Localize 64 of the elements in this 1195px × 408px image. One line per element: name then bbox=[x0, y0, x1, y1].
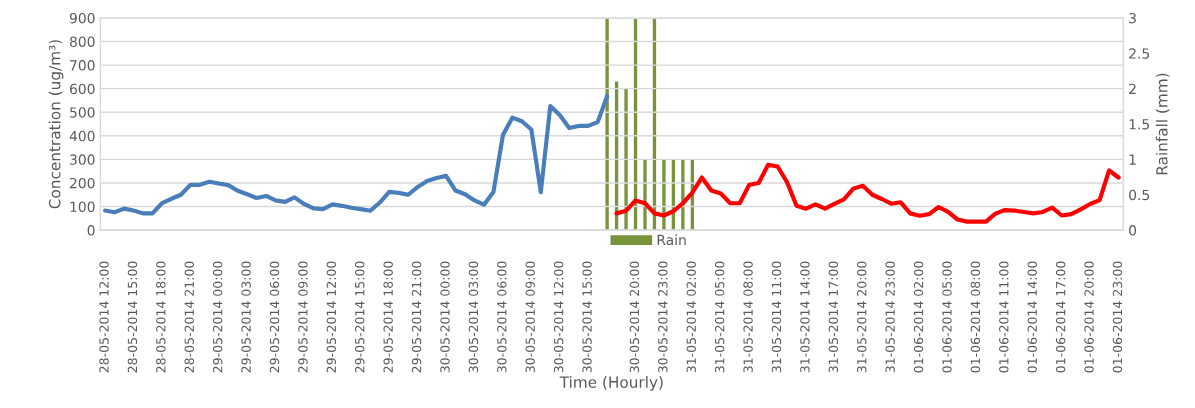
x-tick-label: 01-06-2014 02:00 bbox=[913, 261, 924, 373]
x-tick-label: 28-05-2014 18:00 bbox=[156, 261, 166, 373]
y2-tick-label: 1 bbox=[1129, 154, 1136, 165]
x-tick-label: 29-05-2014 15:00 bbox=[355, 261, 365, 373]
line-series bbox=[614, 162, 1121, 224]
y-tick-label: 900 bbox=[69, 12, 95, 24]
y-tick-label: 200 bbox=[70, 177, 95, 189]
y-tick-label: 700 bbox=[70, 60, 95, 71]
bar bbox=[605, 17, 609, 231]
y2-tick-label: 0.5 bbox=[1129, 189, 1150, 201]
x-tick-label: 31-05-2014 17:00 bbox=[828, 261, 839, 373]
x-tick-label: 01-06-2014 08:00 bbox=[970, 261, 981, 373]
bar bbox=[662, 159, 666, 231]
x-tick-label: 30-05-2014 15:00 bbox=[582, 261, 592, 373]
x-tick-label: 01-06-2014 20:00 bbox=[1084, 261, 1094, 373]
x-tick-label: 28-05-2014 12:00 bbox=[99, 261, 109, 373]
y2-tick-label: 2.5 bbox=[1129, 48, 1150, 59]
x-axis-title: Time (Hourly) bbox=[559, 376, 663, 391]
x-tick-label: 01-06-2014 05:00 bbox=[942, 261, 952, 373]
x-tick-label: 29-05-2014 00:00 bbox=[212, 261, 223, 373]
y2-tick-label: 2 bbox=[1129, 83, 1136, 94]
x-tick-label: 29-05-2014 06:00 bbox=[269, 261, 280, 373]
x-tick-label: 30-05-2014 20:00 bbox=[629, 261, 640, 373]
y2-tick-label: 3 bbox=[1129, 12, 1136, 24]
y-tick-label: 300 bbox=[70, 154, 95, 165]
x-tick-label: 28-05-2014 15:00 bbox=[127, 261, 138, 373]
x-tick-label: 29-05-2014 21:00 bbox=[411, 261, 422, 373]
x-tick-label: 29-05-2014 18:00 bbox=[383, 261, 393, 373]
y-tick-label: 800 bbox=[69, 36, 95, 47]
x-tick-label: 29-05-2014 09:00 bbox=[298, 261, 308, 373]
bar bbox=[681, 159, 685, 231]
x-tick-label: 31-05-2014 14:00 bbox=[800, 261, 810, 373]
x-tick-label: 01-06-2014 14:00 bbox=[1027, 261, 1037, 373]
y-axis-title: Concentration (ug/m³) bbox=[48, 40, 64, 209]
y2-axis-title: Rainfall (mm) bbox=[1155, 73, 1170, 175]
x-tick-label: 01-06-2014 17:00 bbox=[1055, 261, 1066, 373]
y-tick-label: 400 bbox=[69, 130, 95, 142]
x-tick-label: 30-05-2014 23:00 bbox=[658, 261, 668, 373]
legend-label: Rain bbox=[657, 234, 686, 246]
y2-tick-label: 0 bbox=[1129, 225, 1137, 236]
x-tick-label: 30-05-2014 12:00 bbox=[553, 261, 564, 373]
line-series bbox=[103, 94, 610, 216]
x-tick-label: 01-06-2014 11:00 bbox=[999, 261, 1009, 373]
x-tick-label: 30-05-2014 00:00 bbox=[440, 261, 450, 373]
y-tick-label: 0 bbox=[87, 225, 95, 236]
x-tick-label: 31-05-2014 20:00 bbox=[857, 261, 867, 373]
x-tick-label: 31-05-2014 08:00 bbox=[743, 261, 753, 373]
x-tick-label: 29-05-2014 12:00 bbox=[326, 261, 337, 373]
x-tick-label: 31-05-2014 11:00 bbox=[771, 261, 782, 373]
x-tick-label: 28-05-2014 21:00 bbox=[184, 261, 194, 373]
x-tick-label: 30-05-2014 09:00 bbox=[525, 261, 535, 373]
x-tick-label: 30-05-2014 03:00 bbox=[468, 261, 479, 373]
y-tick-label: 100 bbox=[70, 201, 95, 213]
x-tick-label: 29-05-2014 03:00 bbox=[241, 261, 251, 373]
x-tick-label: 30-05-2014 06:00 bbox=[497, 261, 507, 373]
x-tick-label: 01-06-2014 23:00 bbox=[1112, 261, 1123, 373]
x-tick-label: 31-05-2014 02:00 bbox=[686, 261, 696, 373]
bar bbox=[643, 159, 647, 231]
y-tick-label: 500 bbox=[70, 107, 95, 118]
y-tick-label: 600 bbox=[69, 83, 95, 95]
y2-tick-label: 1.5 bbox=[1129, 119, 1150, 130]
x-tick-label: 31-05-2014 23:00 bbox=[885, 261, 895, 373]
bar bbox=[624, 88, 628, 231]
x-tick-label: 31-05-2014 05:00 bbox=[714, 261, 725, 373]
